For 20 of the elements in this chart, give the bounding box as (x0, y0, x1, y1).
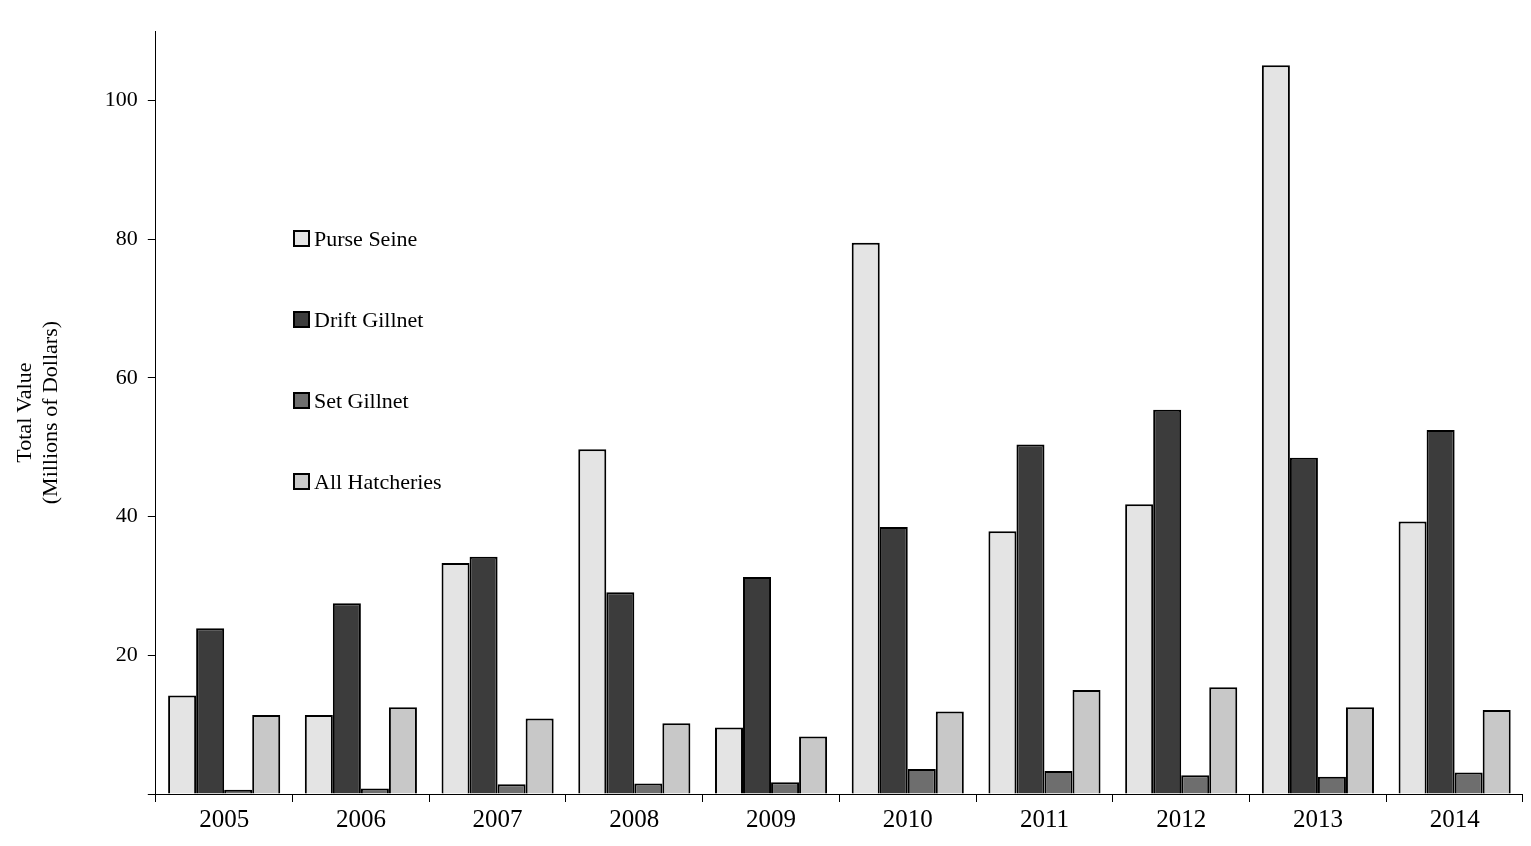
legend-label: Purse Seine (314, 225, 418, 252)
legend-label: Set Gillnet (314, 387, 409, 414)
x-tick-label: 2010 (882, 804, 933, 832)
y-axis-title: Total Value (Millions of Dollars) (10, 320, 63, 505)
x-tick-label: 2006 (335, 804, 386, 832)
x-tick-label: 2014 (1429, 804, 1481, 832)
x-tick-label: 2012 (1156, 804, 1207, 832)
x-tick-label: 2008 (609, 804, 660, 832)
y-tick-label: 60 (115, 363, 138, 389)
y-tick-label: 80 (115, 225, 138, 251)
x-tick-label: 2007 (472, 804, 523, 832)
legend-label: All Hatcheries (314, 468, 442, 495)
x-tick-label: 2011 (1019, 804, 1070, 832)
y-tick-label: 100 (104, 86, 138, 112)
legend-label: Drift Gillnet (314, 306, 424, 333)
y-tick-label: 40 (115, 502, 138, 528)
x-tick-label: 2005 (199, 804, 250, 832)
x-tick-label: 2013 (1292, 804, 1343, 832)
x-tick-label: 2009 (746, 804, 797, 832)
y-tick-label: 20 (115, 641, 138, 667)
